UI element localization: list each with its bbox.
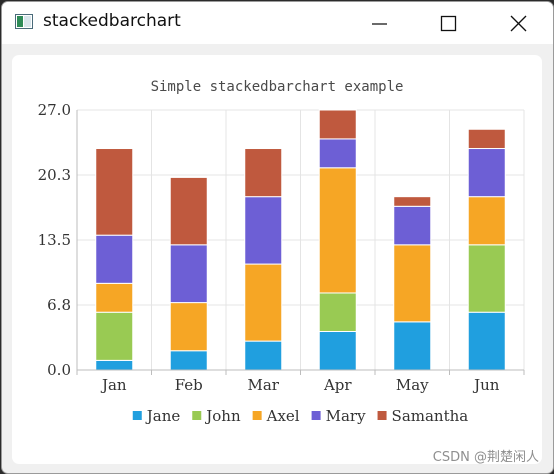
axes: 0.0 6.8 13.5 20.3 27.0 Jan Feb Mar Apr May Jun — [38, 101, 525, 394]
bar-segment — [467, 128, 506, 150]
bar-segment — [467, 196, 506, 246]
bar-segment — [95, 311, 134, 361]
bar-segment — [467, 244, 506, 313]
bar-segment — [393, 244, 432, 323]
x-tick-label: Jun — [472, 376, 500, 394]
bar-segment — [169, 302, 208, 352]
stacked-bar-chart: Simple stackedbarchart example 0.0 6.8 13.… — [38, 79, 525, 425]
watermark: CSDN @荆楚闲人 — [432, 450, 539, 465]
minimize-button[interactable] — [356, 2, 402, 44]
x-tick-label: Mar — [248, 376, 280, 394]
bar-segment — [95, 359, 134, 371]
y-tick-label: 20.3 — [38, 166, 71, 184]
legend-swatch — [377, 411, 387, 420]
title-bar[interactable]: stackedbarchart — [2, 2, 553, 44]
legend-label: Axel — [266, 407, 300, 425]
bar-segment — [393, 196, 432, 207]
grid — [76, 109, 525, 371]
legend-label: Mary — [326, 407, 366, 425]
bar-segment — [169, 244, 208, 304]
legend: Jane John Axel Mary Samantha — [132, 407, 469, 425]
bar-segment — [244, 196, 283, 265]
bar-segment — [95, 148, 134, 236]
legend-label: John — [204, 407, 241, 425]
legend-swatch — [311, 411, 321, 420]
legend-swatch — [132, 411, 142, 420]
bar-segment — [169, 176, 208, 246]
bar-segment — [244, 148, 283, 198]
x-tick-label: Apr — [323, 376, 352, 394]
bar-segment — [244, 340, 283, 371]
bar-segment — [318, 330, 357, 371]
bar-segment — [95, 234, 134, 284]
bar-segment — [244, 263, 283, 342]
bar-segment — [467, 311, 506, 371]
bar-segment — [318, 109, 357, 140]
legend-swatch — [252, 411, 262, 420]
bar-segment — [467, 148, 506, 198]
bars — [95, 109, 506, 371]
legend-label: Jane — [145, 407, 181, 425]
bar-segment — [393, 321, 432, 371]
y-tick-label: 27.0 — [38, 101, 71, 119]
bar-segment — [393, 205, 432, 246]
bar-segment — [318, 138, 357, 169]
minimize-icon — [372, 23, 387, 25]
maximize-icon — [440, 15, 457, 32]
chart-title: Simple stackedbarchart example — [151, 79, 404, 95]
x-tick-label: Jan — [100, 376, 127, 394]
x-tick-label: May — [396, 376, 429, 394]
close-button[interactable] — [495, 2, 541, 44]
maximize-button[interactable] — [425, 2, 471, 44]
legend-label: Samantha — [392, 407, 469, 425]
bar-segment — [318, 167, 357, 294]
y-tick-label: 13.5 — [38, 231, 71, 249]
x-tick-label: Feb — [175, 376, 203, 394]
app-icon — [15, 14, 33, 29]
window-title: stackedbarchart — [43, 11, 181, 31]
chart-view[interactable]: Simple stackedbarchart example 0.0 6.8 13.… — [12, 55, 542, 464]
y-tick-label: 6.8 — [47, 296, 71, 314]
close-icon — [510, 15, 527, 32]
legend-swatch — [192, 411, 202, 420]
bar-segment — [169, 350, 208, 371]
bar-segment — [318, 292, 357, 332]
y-tick-label: 0.0 — [47, 361, 71, 379]
bar-segment — [95, 282, 134, 313]
